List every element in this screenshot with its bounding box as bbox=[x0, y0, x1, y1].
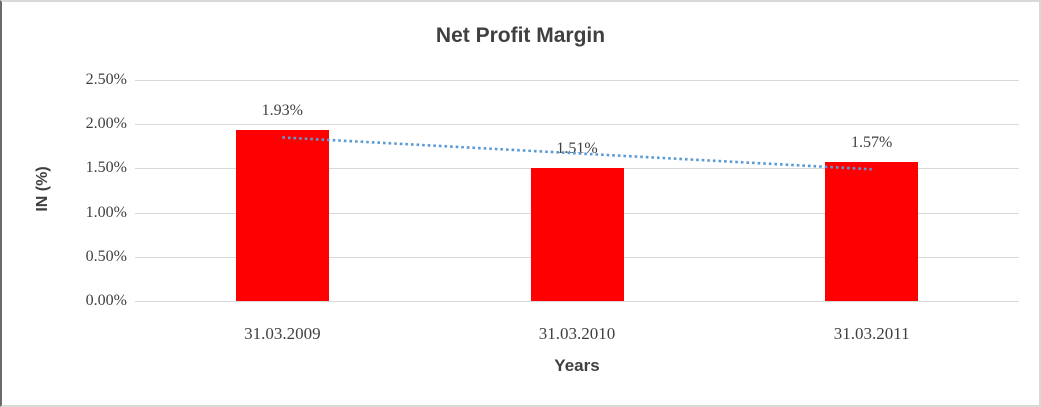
y-tick-label: 2.50% bbox=[85, 71, 127, 88]
y-tick-label: 1.00% bbox=[85, 203, 127, 221]
data-label: 1.93% bbox=[261, 102, 303, 120]
gridline bbox=[135, 80, 1019, 81]
data-label: 1.57% bbox=[850, 134, 893, 152]
bar-31.03.2011 bbox=[825, 162, 919, 301]
y-tick-label: 0.00% bbox=[85, 292, 127, 309]
bar-31.03.2009 bbox=[235, 130, 329, 301]
x-tick-label: 31.03.2009 bbox=[244, 324, 321, 343]
gridline bbox=[135, 124, 1019, 126]
y-tick-label: 2.00% bbox=[85, 115, 127, 133]
gridline bbox=[135, 301, 1019, 302]
bar-31.03.2010 bbox=[530, 167, 624, 301]
y-tick-label: 0.50% bbox=[85, 247, 127, 265]
x-tick-label: 31.03.2010 bbox=[538, 324, 616, 343]
x-axis-title: Years bbox=[554, 356, 600, 375]
y-tick-label: 1.50% bbox=[85, 159, 127, 177]
chart-title: Net Profit Margin bbox=[435, 24, 606, 47]
x-tick-label: 31.03.2011 bbox=[833, 324, 910, 343]
data-label: 1.51% bbox=[556, 139, 598, 157]
